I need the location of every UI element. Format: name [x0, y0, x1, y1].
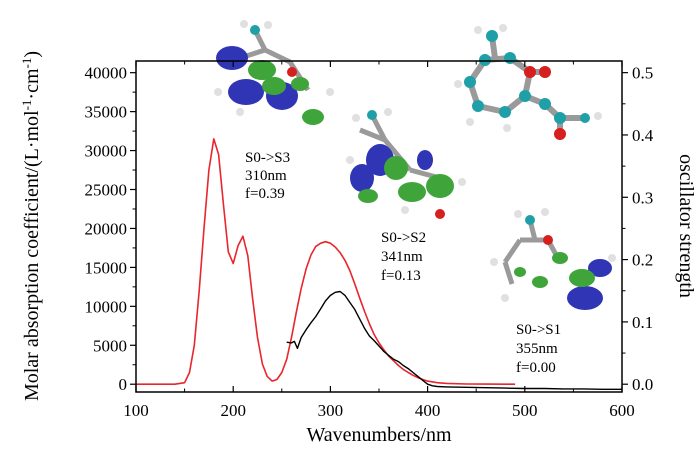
annotation-s2-wavelength: 341nm [381, 249, 423, 265]
y-tick-label: 25000 [85, 181, 128, 200]
x-tick-label: 300 [318, 401, 344, 420]
x-tick-label: 100 [123, 401, 149, 420]
annotation-s1: S0->S1 355nm f=0.00 [516, 322, 561, 376]
y2-tick-label: 0.0 [632, 375, 653, 394]
y-tick-label: 35000 [85, 103, 128, 122]
calculated-spectrum-line [136, 138, 516, 386]
y-tick-label: 40000 [85, 64, 128, 83]
y2-tick-label: 0.2 [632, 251, 653, 270]
molecular-structure-image [454, 24, 602, 140]
y2-tick-label: 0.5 [632, 64, 653, 83]
series-group [136, 138, 622, 390]
x-tick-label: 600 [609, 401, 635, 420]
orbital-image-s2 [346, 108, 466, 219]
annotation-s2-transition: S0->S2 [381, 230, 426, 246]
annotation-s3: S0->S3 310nm f=0.39 [245, 150, 290, 202]
y-tick-label: 15000 [85, 258, 128, 277]
x-axis-ticks: 100 200 300 400 500 600 [123, 61, 635, 420]
y2-axis-ticks: 0.0 0.1 0.2 0.3 0.4 0.5 [622, 64, 654, 394]
y-axis-title: Molar absorption coefficient/(L·mol-1·cm… [19, 51, 43, 401]
y-tick-label: 30000 [85, 142, 128, 161]
annotation-s3-wavelength: 310nm [245, 168, 287, 184]
y2-tick-label: 0.3 [632, 188, 653, 207]
y2-tick-label: 0.4 [632, 126, 654, 145]
x-tick-label: 400 [415, 401, 441, 420]
annotation-s1-strength: f=0.00 [516, 360, 556, 376]
y-tick-label: 0 [119, 375, 128, 394]
annotation-s3-strength: f=0.39 [245, 186, 285, 202]
y2-tick-label: 0.1 [632, 313, 653, 332]
y-tick-label: 5000 [93, 336, 127, 355]
orbital-image-s3 [214, 20, 334, 125]
annotation-s1-transition: S0->S1 [516, 322, 561, 338]
x-tick-label: 200 [220, 401, 246, 420]
y-axis-ticks: 0 5000 10000 15000 20000 25000 30000 35000 40000 [85, 64, 136, 394]
x-tick-label: 500 [512, 401, 538, 420]
annotation-s3-transition: S0->S3 [245, 150, 290, 166]
y-tick-label: 20000 [85, 219, 128, 238]
x-axis-title: Wavenumbers/nm [306, 424, 451, 446]
experimental-spectrum-line [286, 290, 622, 390]
annotation-s2-strength: f=0.13 [381, 268, 421, 284]
y-tick-label: 10000 [85, 297, 128, 316]
orbital-image-s1 [490, 208, 616, 310]
annotation-s1-wavelength: 355nm [516, 341, 558, 357]
y2-axis-title: oscillator strength [675, 154, 697, 298]
annotation-s2: S0->S2 341nm f=0.13 [381, 230, 426, 284]
